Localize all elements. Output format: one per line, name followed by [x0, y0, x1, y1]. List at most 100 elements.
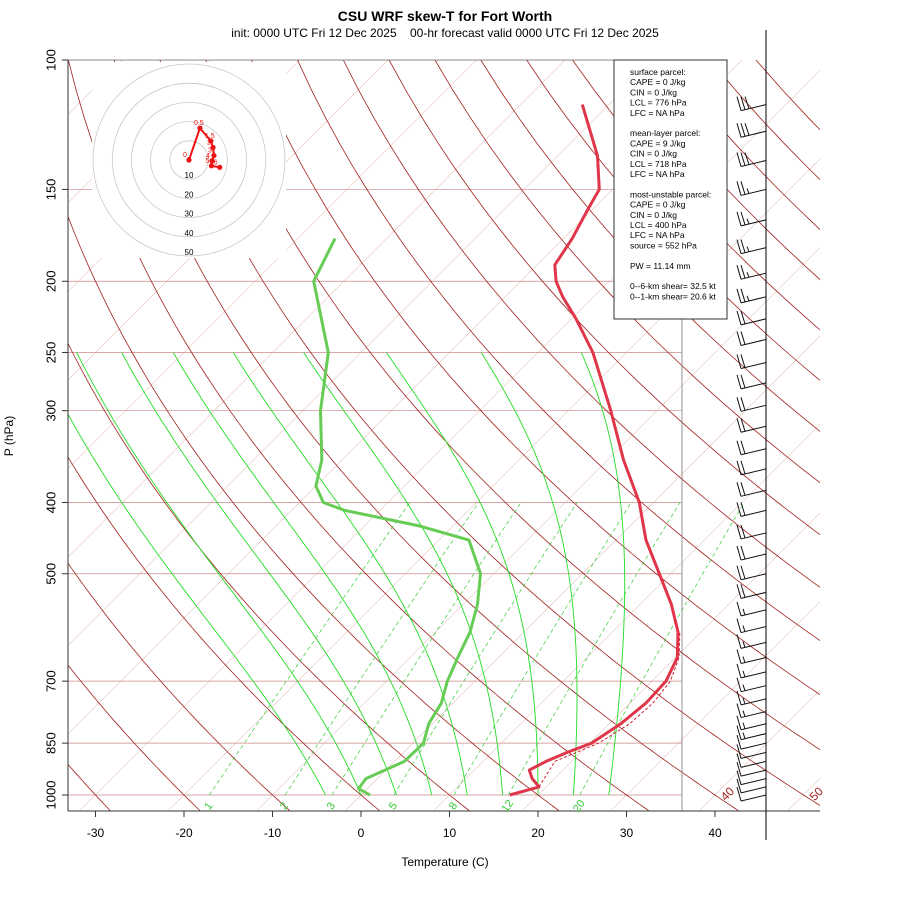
barb-shaft	[740, 338, 767, 346]
y-tick-label: 500	[43, 563, 58, 585]
barb-flag	[736, 181, 742, 196]
barb-flag	[740, 418, 746, 432]
barb-shaft	[740, 318, 767, 326]
dry-adiabat	[251, 60, 820, 696]
hodograph-point-label: 6	[214, 159, 218, 166]
barb-flag	[736, 239, 742, 254]
indices-line: surface parcel:	[630, 67, 686, 77]
barb-half-flag	[742, 641, 746, 648]
wind-barb	[736, 374, 767, 390]
indices-line: LCL = 400 hPa	[630, 220, 687, 230]
mixing-ratio-label: 1	[202, 800, 215, 812]
barb-flag	[736, 734, 742, 750]
wind-barb	[736, 601, 767, 617]
indices-line: CIN = 0 J/kg	[630, 87, 677, 97]
barb-flag	[744, 152, 750, 165]
barb-flag	[740, 524, 746, 539]
indices-line: most-unstable parcel:	[630, 189, 711, 199]
barb-flag	[736, 753, 742, 768]
barb-shaft	[740, 247, 767, 255]
barb-flag	[736, 649, 742, 664]
barb-flag	[736, 663, 742, 679]
dry-adiabat	[297, 60, 820, 642]
barb-flag	[736, 265, 742, 280]
barb-flag	[736, 770, 742, 785]
barb-shaft	[740, 425, 767, 433]
chart-title: CSU WRF skew-T for Fort Worth	[338, 8, 552, 24]
dry-adiabat	[68, 456, 380, 811]
x-tick-label: -30	[87, 826, 105, 840]
y-tick-label: 700	[43, 670, 58, 692]
barb-shaft	[740, 723, 767, 731]
hodograph-ring	[169, 140, 209, 180]
hodograph-point-label: 4	[206, 153, 210, 160]
wind-barb	[736, 331, 767, 346]
barb-flag	[740, 502, 746, 516]
barb-shaft	[740, 448, 767, 456]
indices-line: LFC = NA hPa	[630, 230, 685, 240]
barb-flag	[736, 584, 742, 599]
barb-flag	[744, 123, 750, 136]
indices-line: CIN = 0 J/kg	[630, 149, 677, 159]
mixing-ratio-label: 12	[499, 798, 516, 815]
barb-flag	[736, 677, 742, 692]
barb-shaft	[740, 573, 767, 581]
wind-barb	[736, 690, 767, 706]
wind-barb	[736, 211, 767, 227]
mixing-ratio-line	[284, 502, 479, 796]
hodograph-point-label: 0	[183, 152, 187, 159]
barb-flag	[736, 725, 742, 740]
y-tick-label: 100	[43, 49, 58, 71]
barb-flag	[740, 123, 746, 137]
wind-barb	[736, 545, 767, 561]
x-tick-label: 10	[443, 826, 457, 840]
barb-half-flag	[746, 246, 750, 252]
barb-flag	[740, 96, 746, 110]
barb-half-flag	[746, 188, 750, 194]
barb-flag	[744, 96, 750, 109]
barb-flag	[736, 374, 742, 390]
hodograph-ring-label: 50	[185, 248, 194, 257]
barb-shaft	[740, 742, 767, 750]
barb-flag	[740, 288, 746, 302]
wind-barb	[736, 354, 767, 370]
barb-flag	[740, 310, 746, 325]
barb-half-flag	[742, 656, 746, 663]
barb-half-flag	[746, 271, 750, 278]
dry-adiabat	[68, 215, 560, 811]
isotherm-line	[68, 60, 477, 469]
barb-flag	[736, 331, 742, 346]
wind-barb	[736, 502, 767, 517]
barb-shaft	[740, 786, 767, 794]
indices-line: source = 552 hPa	[630, 240, 697, 250]
indices-line: LCL = 718 hPa	[630, 159, 687, 169]
barb-shaft	[740, 219, 767, 227]
dry-adiabat	[113, 60, 739, 811]
wind-barb	[736, 703, 767, 719]
barb-flag	[736, 482, 742, 497]
indices-line: 0--6-km shear= 32.5 kt	[630, 281, 716, 291]
hodograph-point-label: 3	[208, 148, 212, 155]
mixing-ratio-line	[209, 502, 411, 796]
barb-shaft	[740, 489, 767, 497]
moist-adiabat	[385, 352, 539, 795]
barb-flag	[736, 211, 742, 226]
barb-shaft	[740, 382, 767, 390]
barb-flag	[740, 545, 746, 560]
wind-barbs	[736, 30, 767, 840]
y-tick-label: 300	[43, 400, 58, 422]
wind-barb	[736, 152, 767, 167]
barb-shaft	[740, 272, 767, 280]
barb-flag	[736, 310, 742, 325]
indices-line: CAPE = 0 J/kg	[630, 200, 686, 210]
barb-flag	[736, 601, 742, 617]
barb-half-flag	[742, 732, 746, 739]
barb-flag	[736, 703, 742, 718]
indices-line: CAPE = 0 J/kg	[630, 77, 686, 87]
wind-barb	[736, 265, 767, 280]
hodograph-point	[210, 144, 216, 151]
barb-flag	[740, 239, 746, 253]
hodograph-ring	[130, 102, 247, 218]
